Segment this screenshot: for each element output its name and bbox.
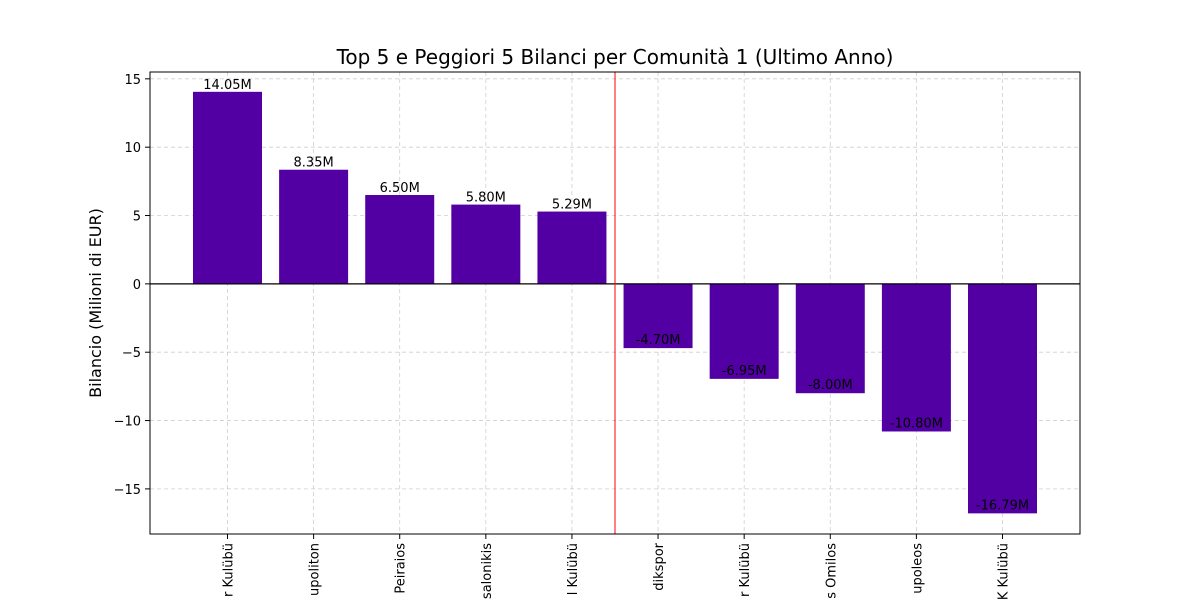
- data-label: 5.80M: [466, 191, 506, 206]
- x-tick-label: l Kulübü: [566, 543, 581, 595]
- data-label: 14.05M: [203, 78, 251, 93]
- data-label: -16.79M: [976, 498, 1029, 513]
- reference-lines: [150, 72, 1080, 534]
- bar: [795, 283, 865, 394]
- bars-layer: [193, 91, 1037, 514]
- axes: −15 −10 −5 0 5 10 15 r Kulübü upoliton Peiraios sa…: [114, 71, 1081, 600]
- bar: [968, 283, 1037, 514]
- x-tick-label: upoliton: [308, 543, 323, 596]
- bar: [365, 195, 435, 284]
- x-tick-label: dikspor: [652, 542, 667, 590]
- x-tick-label: s Omilos: [824, 543, 839, 599]
- y-tick-label: 0: [133, 278, 141, 293]
- bar: [193, 91, 262, 284]
- y-tick-label: 5: [133, 210, 141, 225]
- bar: [709, 283, 779, 379]
- x-tick-label: Peiraios: [394, 543, 409, 594]
- bar: [881, 283, 951, 432]
- chart-title: Top 5 e Peggiori 5 Bilanci per Comunità …: [336, 45, 894, 69]
- x-tick-label: r Kulübü: [738, 543, 753, 597]
- y-tick-label: 15: [124, 73, 141, 88]
- bar: [623, 283, 693, 349]
- x-tick-label: upoleos: [910, 543, 925, 594]
- x-tick-label: r Kulübü: [222, 543, 237, 597]
- x-tick-label: salonikis: [480, 543, 495, 599]
- y-tick-label: −10: [114, 415, 141, 430]
- data-label: 6.50M: [380, 181, 420, 196]
- y-tick-label: −15: [114, 483, 141, 498]
- plot-frame: [149, 71, 1081, 535]
- bar: [537, 211, 607, 284]
- y-axis-label: Bilancio (Milioni di EUR): [86, 208, 105, 398]
- data-label: -8.00M: [808, 378, 853, 393]
- y-tick-label: −5: [122, 346, 141, 361]
- data-label: -6.95M: [722, 364, 767, 379]
- data-labels: 14.05M 8.35M 6.50M 5.80M 5.29M -4.70M -6.95M -8…: [203, 78, 1029, 514]
- data-label: 8.35M: [294, 156, 334, 171]
- bar: [279, 169, 349, 284]
- data-label: 5.29M: [552, 198, 592, 213]
- y-tick-label: 10: [124, 141, 141, 156]
- x-tick-label: K Kulübü: [997, 543, 1012, 600]
- data-label: -4.70M: [636, 333, 681, 348]
- data-label: -10.80M: [890, 416, 943, 431]
- bar: [451, 204, 521, 284]
